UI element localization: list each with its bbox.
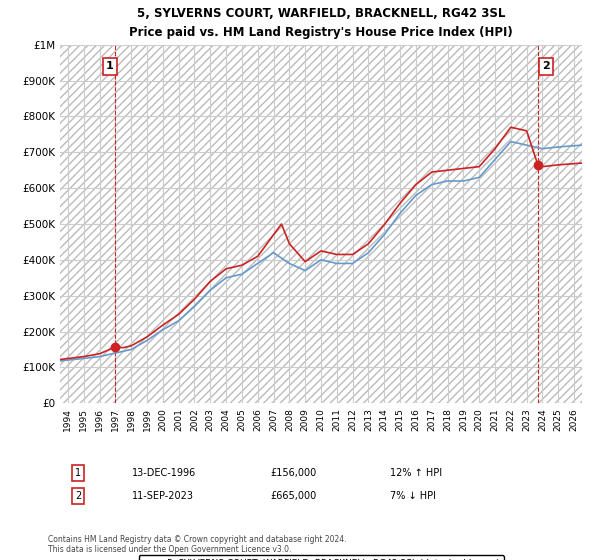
Title: 5, SYLVERNS COURT, WARFIELD, BRACKNELL, RG42 3SL
Price paid vs. HM Land Registry: 5, SYLVERNS COURT, WARFIELD, BRACKNELL, …: [129, 7, 513, 39]
Text: £156,000: £156,000: [270, 468, 316, 478]
Text: £665,000: £665,000: [270, 491, 316, 501]
Legend: 5, SYLVERNS COURT, WARFIELD, BRACKNELL, RG42 3SL (detached house), HPI: Average : 5, SYLVERNS COURT, WARFIELD, BRACKNELL, …: [139, 556, 503, 560]
Text: 2: 2: [75, 491, 81, 501]
Text: 11-SEP-2023: 11-SEP-2023: [132, 491, 194, 501]
Text: 12% ↑ HPI: 12% ↑ HPI: [390, 468, 442, 478]
Text: 2: 2: [542, 61, 550, 71]
Text: 1: 1: [106, 61, 114, 71]
Text: 13-DEC-1996: 13-DEC-1996: [132, 468, 196, 478]
Text: 7% ↓ HPI: 7% ↓ HPI: [390, 491, 436, 501]
Text: Contains HM Land Registry data © Crown copyright and database right 2024.
This d: Contains HM Land Registry data © Crown c…: [48, 535, 347, 554]
Text: 1: 1: [75, 468, 81, 478]
